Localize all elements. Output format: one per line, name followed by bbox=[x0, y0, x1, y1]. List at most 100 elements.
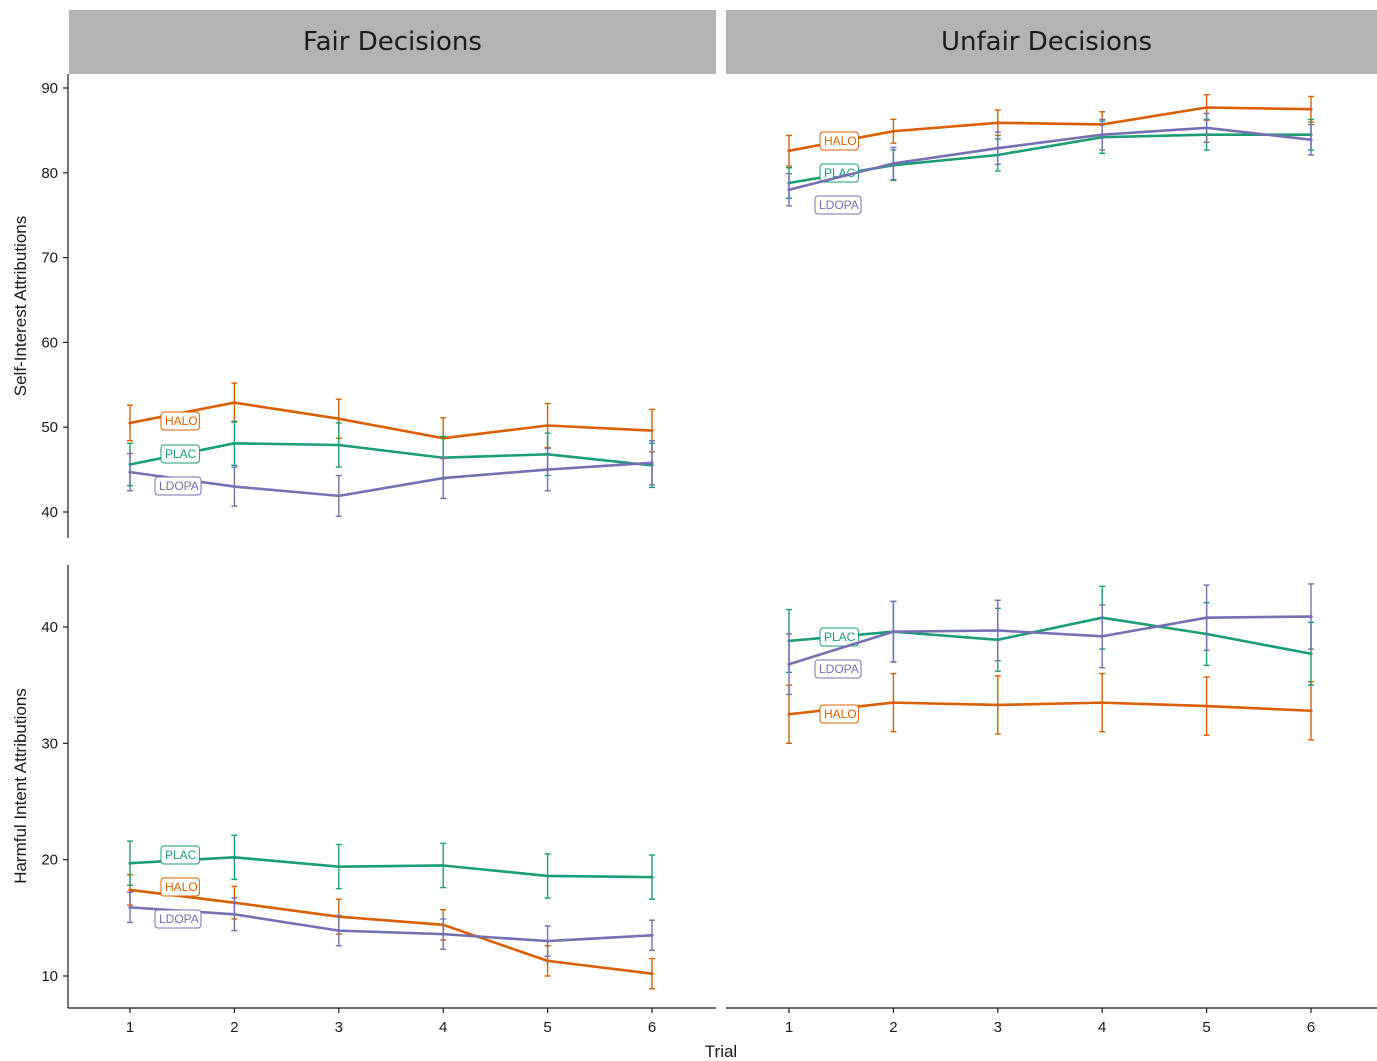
y-tick-label: 40 bbox=[41, 504, 58, 521]
x-tick-label: 4 bbox=[1098, 1019, 1106, 1036]
series-label-box bbox=[154, 909, 202, 929]
data-point bbox=[1205, 105, 1209, 110]
x-axis-title: Trial bbox=[705, 1042, 737, 1061]
series-label-box bbox=[160, 444, 200, 464]
data-point bbox=[787, 712, 791, 716]
data-point bbox=[441, 932, 445, 936]
data-point bbox=[128, 861, 132, 865]
data-point bbox=[996, 146, 1000, 150]
series-label-box bbox=[814, 659, 862, 679]
series-label-text: PLAC bbox=[824, 630, 856, 644]
data-point bbox=[650, 875, 654, 879]
series-label-text: PLAC bbox=[165, 848, 197, 862]
series-label-halo: HALO bbox=[819, 131, 859, 151]
data-point bbox=[1205, 704, 1209, 708]
series-label-box bbox=[154, 476, 202, 496]
series-plac: PLAC bbox=[786, 585, 1314, 686]
chart-axes: 40 50 60 70 80 90 10 20 30 40 1 2 3 4 5 6 1 2 3 4 5 6 Self-I… bbox=[11, 74, 1377, 1061]
data-point bbox=[337, 417, 341, 421]
series-label-box bbox=[819, 627, 859, 647]
y-tick-label: 20 bbox=[41, 852, 58, 869]
series-label-ldopa: LDOPA bbox=[814, 659, 862, 679]
x-tick-label: 2 bbox=[889, 1019, 897, 1036]
series-label-halo: HALO bbox=[160, 877, 200, 897]
data-point bbox=[232, 401, 236, 405]
y-ticks: 40 50 60 70 80 90 10 20 30 40 bbox=[41, 80, 68, 985]
data-point bbox=[787, 662, 791, 666]
series-line bbox=[129, 888, 653, 975]
x-ticks: 1 2 3 4 5 6 1 2 3 4 5 6 bbox=[126, 1008, 1315, 1036]
data-point bbox=[546, 959, 550, 963]
series-plac: PLAC bbox=[127, 420, 655, 489]
x-tick-label: 2 bbox=[230, 1019, 238, 1036]
strip-background-unfair bbox=[726, 10, 1377, 74]
series-ldopa: LDOPA bbox=[127, 891, 655, 957]
data-point bbox=[1205, 616, 1209, 620]
data-point bbox=[128, 905, 132, 909]
x-tick-label: 6 bbox=[1307, 1019, 1315, 1036]
series-label-halo: HALO bbox=[819, 704, 859, 724]
series-label-box bbox=[160, 411, 200, 431]
series-line bbox=[129, 856, 653, 879]
series-label-text: HALO bbox=[824, 134, 857, 148]
data-point bbox=[787, 188, 791, 192]
data-point bbox=[1100, 701, 1104, 705]
data-point bbox=[1100, 634, 1104, 638]
strip-label-unfair: Unfair Decisions bbox=[941, 27, 1152, 57]
y-tick-label: 90 bbox=[41, 80, 58, 97]
data-point bbox=[546, 874, 550, 878]
y-tick-label: 40 bbox=[41, 619, 58, 636]
data-point bbox=[650, 461, 654, 465]
y-axis-title-bottom: Harmful Intent Attributions bbox=[11, 688, 30, 884]
series-label-text: HALO bbox=[165, 414, 198, 428]
series-label-text: PLAC bbox=[824, 166, 856, 180]
data-point bbox=[337, 929, 341, 933]
x-tick-label: 3 bbox=[335, 1019, 343, 1036]
data-point bbox=[546, 468, 550, 472]
y-tick-label: 10 bbox=[41, 968, 58, 985]
data-point bbox=[441, 863, 445, 868]
series-label-text: LDOPA bbox=[819, 662, 859, 676]
data-point bbox=[891, 701, 896, 705]
x-tick-label: 1 bbox=[126, 1019, 134, 1036]
data-point bbox=[891, 129, 896, 133]
series-halo: HALO bbox=[786, 94, 1314, 167]
data-point bbox=[996, 703, 1000, 707]
data-point bbox=[650, 972, 654, 976]
data-point bbox=[787, 149, 791, 153]
y-tick-label: 80 bbox=[41, 165, 58, 182]
y-tick-label: 30 bbox=[41, 735, 58, 752]
data-point bbox=[1309, 138, 1313, 142]
series-line bbox=[129, 461, 653, 498]
series-halo: HALO bbox=[786, 672, 1314, 745]
data-point bbox=[232, 484, 236, 489]
data-point bbox=[996, 628, 1000, 633]
data-point bbox=[650, 933, 654, 937]
series-halo: HALO bbox=[127, 382, 655, 460]
data-point bbox=[337, 494, 341, 498]
series-line bbox=[129, 906, 653, 943]
series-ldopa: LDOPA bbox=[786, 583, 1314, 696]
series-ldopa: LDOPA bbox=[786, 112, 1314, 215]
data-point bbox=[891, 161, 896, 166]
series-line bbox=[788, 701, 1312, 716]
series-line bbox=[788, 106, 1312, 153]
data-point bbox=[1309, 652, 1313, 656]
series-label-text: HALO bbox=[165, 880, 198, 894]
series-label-box bbox=[814, 195, 862, 215]
data-point bbox=[891, 630, 896, 634]
series-label-box bbox=[160, 877, 200, 897]
y-tick-label: 70 bbox=[41, 250, 58, 267]
data-point bbox=[1309, 709, 1313, 713]
x-tick-label: 5 bbox=[543, 1019, 551, 1036]
data-point bbox=[337, 443, 341, 447]
series-plac: PLAC bbox=[127, 834, 655, 900]
data-point bbox=[232, 441, 236, 445]
series-line bbox=[788, 126, 1312, 192]
panel-1-1: HALO PLAC LDOPA bbox=[786, 583, 1314, 745]
data-point bbox=[337, 865, 341, 869]
series-label-box bbox=[819, 131, 859, 151]
data-point bbox=[128, 470, 132, 474]
series-label-text: PLAC bbox=[165, 447, 197, 461]
